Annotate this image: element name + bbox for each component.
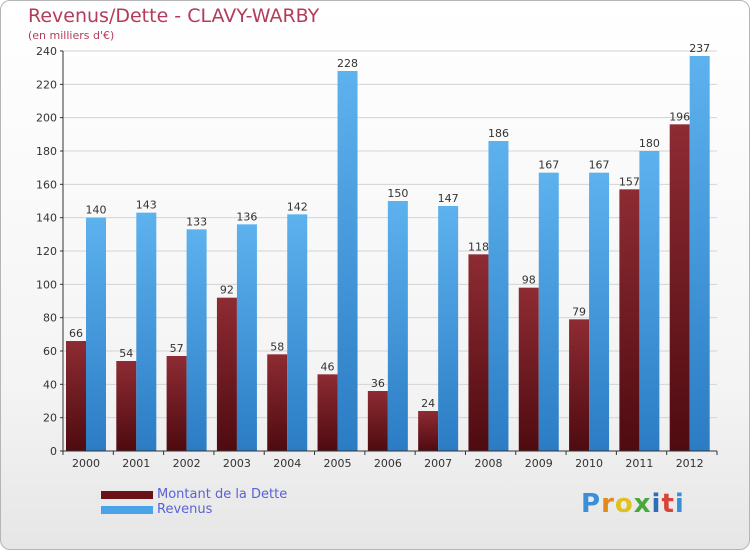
logo-letter: r bbox=[601, 489, 615, 519]
y-tick-label: 40 bbox=[43, 378, 57, 391]
bar-revenue bbox=[639, 151, 660, 451]
x-tick-label: 2004 bbox=[273, 457, 301, 470]
logo-letter: P bbox=[581, 489, 602, 519]
bar-debt bbox=[418, 411, 439, 451]
data-label-revenue: 133 bbox=[186, 215, 207, 228]
x-tick-label: 2002 bbox=[173, 457, 201, 470]
logo-letter: x bbox=[633, 489, 652, 519]
x-tick-label: 2007 bbox=[424, 457, 452, 470]
bar-debt bbox=[166, 356, 187, 451]
data-label-debt: 196 bbox=[669, 110, 690, 123]
bar-revenue bbox=[387, 201, 408, 451]
data-label-revenue: 147 bbox=[438, 192, 459, 205]
y-tick-label: 140 bbox=[36, 212, 57, 225]
logo-letter: i bbox=[651, 489, 662, 519]
bar-debt bbox=[619, 189, 640, 452]
y-tick-label: 20 bbox=[43, 412, 57, 425]
bar-revenue bbox=[438, 206, 459, 451]
y-tick-label: 160 bbox=[36, 178, 57, 191]
x-tick-label: 2006 bbox=[374, 457, 402, 470]
data-label-debt: 157 bbox=[619, 175, 640, 188]
bar-revenue bbox=[186, 229, 207, 451]
data-label-revenue: 180 bbox=[639, 137, 660, 150]
data-label-debt: 54 bbox=[119, 347, 133, 360]
data-label-debt: 66 bbox=[69, 327, 83, 340]
proxiti-logo: Proxiti bbox=[581, 489, 685, 519]
data-label-debt: 98 bbox=[522, 274, 536, 287]
y-tick-label: 120 bbox=[36, 245, 57, 258]
x-tick-label: 2003 bbox=[223, 457, 251, 470]
bar-debt bbox=[468, 254, 489, 451]
legend-swatch-debt bbox=[101, 491, 153, 499]
y-tick-label: 240 bbox=[36, 45, 57, 58]
data-label-debt: 24 bbox=[421, 397, 435, 410]
data-label-revenue: 143 bbox=[136, 199, 157, 212]
bar-revenue bbox=[538, 172, 559, 451]
bar-debt bbox=[216, 297, 237, 451]
x-tick-label: 2005 bbox=[324, 457, 352, 470]
bar-revenue bbox=[287, 214, 308, 451]
data-label-revenue: 228 bbox=[337, 57, 358, 70]
data-label-debt: 46 bbox=[321, 360, 335, 373]
logo-letter: t bbox=[661, 489, 675, 519]
y-tick-label: 200 bbox=[36, 112, 57, 125]
data-label-revenue: 140 bbox=[86, 204, 107, 217]
data-label-revenue: 167 bbox=[589, 159, 610, 172]
data-label-revenue: 142 bbox=[287, 200, 308, 213]
x-tick-label: 2008 bbox=[474, 457, 502, 470]
y-tick-label: 80 bbox=[43, 312, 57, 325]
y-tick-label: 60 bbox=[43, 345, 57, 358]
bar-debt bbox=[317, 374, 338, 451]
x-tick-label: 2010 bbox=[575, 457, 603, 470]
chart-title: Revenus/Dette - CLAVY-WARBY bbox=[28, 5, 320, 27]
bar-debt bbox=[116, 361, 137, 451]
chart-subtitle: (en milliers d'€) bbox=[28, 29, 115, 42]
bar-debt bbox=[267, 354, 288, 451]
data-label-revenue: 150 bbox=[387, 187, 408, 200]
x-tick-label: 2012 bbox=[676, 457, 704, 470]
data-label-revenue: 167 bbox=[538, 159, 559, 172]
legend-swatch-revenue bbox=[101, 506, 153, 514]
y-tick-label: 180 bbox=[36, 145, 57, 158]
x-tick-label: 2009 bbox=[525, 457, 553, 470]
bar-debt bbox=[518, 287, 539, 451]
bar-revenue bbox=[337, 71, 358, 451]
bar-revenue bbox=[86, 217, 106, 451]
data-label-debt: 79 bbox=[572, 305, 586, 318]
bar-debt bbox=[669, 124, 690, 451]
data-label-debt: 92 bbox=[220, 284, 234, 297]
logo-letter: o bbox=[614, 489, 634, 519]
data-label-debt: 57 bbox=[170, 342, 184, 355]
bar-revenue bbox=[488, 141, 509, 451]
data-label-revenue: 237 bbox=[689, 42, 710, 55]
data-label-revenue: 136 bbox=[236, 210, 257, 223]
data-label-revenue: 186 bbox=[488, 127, 509, 140]
data-label-debt: 58 bbox=[270, 340, 284, 353]
bar-revenue bbox=[589, 172, 610, 451]
data-label-debt: 36 bbox=[371, 377, 385, 390]
logo-letter: i bbox=[674, 489, 685, 519]
y-tick-label: 220 bbox=[36, 78, 57, 91]
bar-revenue bbox=[689, 56, 710, 451]
bar-revenue bbox=[136, 212, 157, 451]
y-tick-label: 100 bbox=[36, 278, 57, 291]
x-tick-label: 2001 bbox=[122, 457, 150, 470]
legend-label-revenue: Revenus bbox=[157, 502, 213, 517]
x-tick-label: 2000 bbox=[72, 457, 100, 470]
legend-label-debt: Montant de la Dette bbox=[157, 487, 288, 502]
bar-debt bbox=[367, 391, 388, 451]
data-label-debt: 118 bbox=[468, 240, 489, 253]
bar-debt bbox=[66, 341, 86, 451]
bar-debt bbox=[569, 319, 590, 451]
y-tick-label: 0 bbox=[50, 445, 57, 458]
bar-revenue bbox=[236, 224, 257, 451]
x-tick-label: 2011 bbox=[625, 457, 653, 470]
